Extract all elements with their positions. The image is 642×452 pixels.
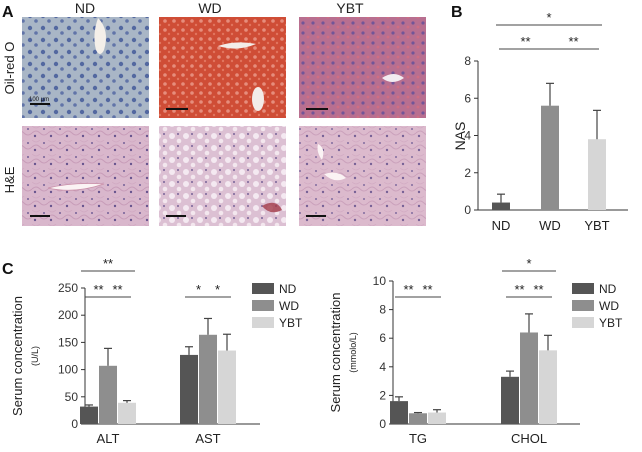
legend-swatch [252,317,274,328]
significance-label: * [526,256,531,271]
panel-label-b: B [451,4,463,21]
significance-label: ** [112,282,122,297]
legend-swatch [572,300,594,311]
legend-label: YBT [279,316,303,330]
significance-label: * [215,282,220,297]
y-tick-label: 6 [379,331,386,345]
y-axis-label: NAS [452,122,468,151]
y-tick-label: 4 [464,129,471,143]
bar [99,365,117,424]
significance-label: ** [514,282,524,297]
y-tick-label: 250 [58,281,78,295]
y-axis-unit: (U/L) [30,346,40,366]
lipid-bar-chart: 0 2 4 6 8 10 TG CHOL Serum concentration (mmolo/L… [328,256,623,446]
bar [409,413,427,424]
bar [541,105,559,210]
column-label-ybt: YBT [336,0,364,16]
significance-label: * [546,10,551,25]
y-tick-label: 0 [464,203,471,217]
legend-label: WD [599,299,619,313]
x-tick-label: ND [492,218,511,233]
y-tick-label: 8 [379,303,386,317]
y-tick-label: 2 [464,166,471,180]
legend-label: WD [279,299,299,313]
row-label-he: H&E [2,166,17,193]
legend-swatch [572,283,594,294]
bar [539,350,557,424]
legend-swatch [252,283,274,294]
legend-label: ND [599,282,617,296]
significance-label: ** [93,282,103,297]
bar [501,376,519,424]
micrograph-oil-red-ybt [299,17,426,118]
y-tick-label: 0 [379,417,386,431]
bar [180,354,198,424]
bar [218,350,236,424]
bar [428,412,446,424]
x-tick-label: WD [539,218,561,233]
bar [80,406,98,424]
x-tick-label: CHOL [511,431,547,446]
bar [118,402,136,424]
y-tick-label: 4 [379,360,386,374]
micrograph-he-ybt [299,126,426,226]
y-tick-label: 8 [464,54,471,68]
significance-label: ** [568,34,578,49]
micrograph-he-nd [22,126,149,226]
significance-label: ** [403,282,413,297]
x-tick-label: ALT [97,431,120,446]
legend-swatch [252,300,274,311]
significance-label: ** [422,282,432,297]
panel-label-c: C [2,261,14,278]
bar [390,401,408,424]
column-label-nd: ND [75,0,95,16]
y-tick-label: 0 [71,417,78,431]
panel-label-a: A [2,4,14,21]
y-tick-label: 2 [379,388,386,402]
y-tick-label: 6 [464,91,471,105]
row-label-oil-red-o: Oil-red O [2,42,17,95]
legend-label: ND [279,282,297,296]
bar [520,332,538,424]
x-tick-label: YBT [584,218,609,233]
significance-label: * [196,282,201,297]
significance-label: ** [520,34,530,49]
scale-bar-label: 100 μm [29,97,49,103]
significance-label: ** [103,256,113,271]
x-tick-label: AST [195,431,220,446]
legend-label: YBT [599,316,623,330]
column-label-wd: WD [198,0,221,16]
y-tick-label: 150 [58,335,78,349]
legend-swatch [572,317,594,328]
x-tick-label: TG [409,431,427,446]
micrograph-oil-red-wd [159,17,286,118]
bar [492,202,510,210]
bar [588,139,606,210]
y-axis-label: Serum concentration [10,296,25,416]
y-tick-label: 10 [373,274,387,288]
y-tick-label: 50 [65,390,79,404]
significance-label: ** [533,282,543,297]
micrograph-he-wd [159,126,286,226]
y-axis-unit: (mmolo/L) [348,332,358,373]
micrograph-oil-red-nd: 100 μm [22,17,149,118]
y-axis-label: Serum concentration [328,293,343,413]
y-tick-label: 200 [58,308,78,322]
y-tick-label: 100 [58,363,78,377]
histology-panel: ND WD YBT Oil-red O H&E 100 μm [2,0,426,226]
enzyme-bar-chart: 0 50 100 150 200 250 ALT AST Serum concentration… [10,256,303,446]
bar [199,334,217,424]
